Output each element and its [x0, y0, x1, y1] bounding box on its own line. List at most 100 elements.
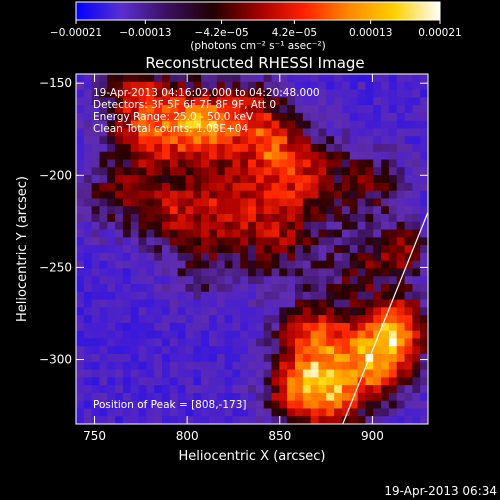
colorbar-tick-label: 0.00021 — [418, 27, 461, 39]
heatmap-cell — [107, 245, 116, 254]
heatmap-cell — [193, 237, 202, 246]
heatmap-cell — [263, 338, 273, 347]
heatmap-cell — [208, 245, 218, 254]
heatmap-cell — [295, 346, 304, 355]
heatmap-cell — [115, 159, 124, 168]
heatmap-cell — [295, 416, 304, 424]
heatmap-cell — [76, 81, 85, 91]
heatmap-cell — [154, 245, 163, 254]
heatmap-cell — [381, 190, 390, 200]
heatmap-cell — [310, 400, 320, 410]
heatmap-cell — [146, 74, 155, 83]
heatmap-cell — [224, 299, 234, 308]
heatmap-cell — [76, 198, 85, 207]
heatmap-cell — [193, 128, 202, 137]
heatmap-cell — [263, 105, 273, 114]
heatmap-cell — [349, 245, 359, 254]
x-tick-label: 900 — [361, 429, 384, 443]
heatmap-cell — [318, 81, 327, 91]
heatmap-cell — [279, 369, 288, 378]
heatmap-cell — [201, 338, 210, 347]
heatmap-cell — [107, 377, 116, 386]
heatmap-cell — [295, 175, 304, 184]
heatmap-cell — [341, 385, 351, 394]
heatmap-cell — [138, 291, 147, 301]
heatmap-cell — [263, 89, 273, 98]
heatmap-cell — [122, 377, 132, 386]
heatmap-cell — [263, 237, 273, 246]
heatmap-cell — [248, 214, 257, 223]
heatmap-cell — [201, 346, 210, 355]
heatmap-cell — [99, 338, 108, 347]
heatmap-cell — [279, 81, 288, 91]
heatmap-cell — [216, 408, 226, 417]
heatmap-cell — [201, 136, 210, 145]
heatmap-cell — [115, 268, 124, 277]
heatmap-cell — [334, 81, 343, 91]
heatmap-cell — [146, 151, 155, 161]
heatmap-cell — [154, 175, 163, 184]
heatmap-cell — [318, 175, 327, 184]
heatmap-cell — [373, 245, 382, 254]
heatmap-cell — [334, 416, 343, 424]
heatmap-cell — [365, 112, 374, 122]
heatmap-cell — [224, 128, 234, 137]
heatmap-cell — [271, 369, 280, 378]
heatmap-cell — [365, 229, 374, 238]
heatmap-cell — [138, 245, 147, 254]
heatmap-cell — [240, 182, 249, 192]
heatmap-cell — [240, 214, 249, 223]
heatmap-cell — [232, 151, 241, 161]
heatmap-cell — [287, 144, 296, 153]
heatmap-cell — [138, 97, 147, 106]
heatmap-cell — [388, 392, 398, 402]
heatmap-cell — [295, 89, 304, 98]
heatmap-cell — [248, 198, 257, 207]
heatmap-cell — [341, 190, 351, 200]
heatmap-cell — [295, 361, 304, 371]
heatmap-cell — [334, 214, 343, 223]
heatmap-cell — [341, 144, 351, 153]
heatmap-cell — [177, 128, 187, 137]
heatmap-cell — [365, 299, 374, 308]
heatmap-cell — [224, 229, 234, 238]
heatmap-cell — [122, 229, 132, 238]
heatmap-cell — [162, 89, 171, 98]
heatmap-cell — [255, 237, 265, 246]
heatmap-cell — [130, 136, 140, 145]
heatmap-cell — [341, 392, 351, 402]
heatmap-cell — [349, 361, 359, 371]
heatmap-cell — [412, 369, 421, 378]
heatmap-cell — [185, 330, 194, 340]
heatmap-cell — [420, 276, 428, 285]
heatmap-cell — [91, 167, 101, 176]
heatmap-cell — [271, 392, 280, 402]
heatmap-cell — [349, 377, 359, 386]
heatmap-cell — [169, 221, 179, 231]
heatmap-cell — [193, 120, 202, 130]
heatmap-cell — [146, 322, 155, 332]
heatmap-cell — [83, 167, 93, 176]
heatmap-cell — [154, 400, 163, 410]
heatmap-cell — [224, 346, 234, 355]
heatmap-cell — [248, 276, 257, 285]
heatmap-cell — [185, 159, 194, 168]
heatmap-cell — [381, 81, 390, 91]
heatmap-cell — [232, 315, 241, 324]
heatmap-cell — [208, 97, 218, 106]
heatmap-cell — [130, 89, 140, 98]
heatmap-cell — [146, 338, 155, 347]
heatmap-cell — [412, 392, 421, 402]
heatmap-cell — [185, 190, 194, 200]
heatmap-cell — [373, 392, 382, 402]
heatmap-cell — [240, 74, 249, 83]
heatmap-cell — [271, 276, 280, 285]
heatmap-cell — [310, 284, 320, 293]
heatmap-cell — [318, 159, 327, 168]
heatmap-cell — [130, 252, 140, 262]
heatmap-cell — [185, 361, 194, 371]
heatmap-cell — [162, 214, 171, 223]
heatmap-cell — [185, 369, 194, 378]
heatmap-cell — [255, 408, 265, 417]
heatmap-cell — [248, 291, 257, 301]
